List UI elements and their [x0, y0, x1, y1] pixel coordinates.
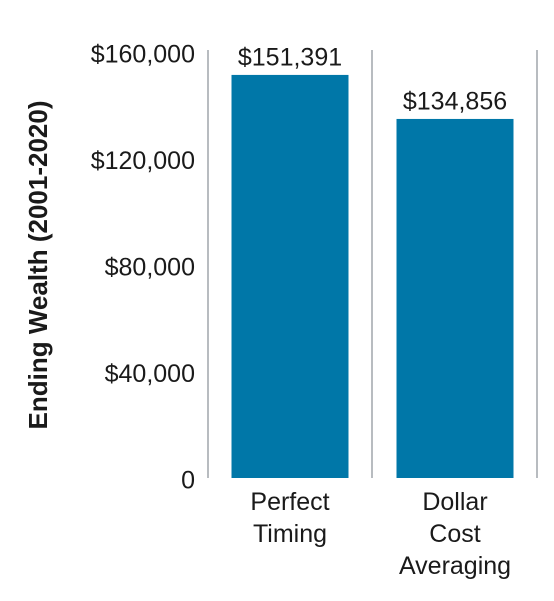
- y-tick-label: $80,000: [105, 254, 195, 282]
- y-axis-title: Ending Wealth (2001-2020): [23, 101, 53, 430]
- y-tick-label: $40,000: [105, 360, 195, 388]
- bar: [396, 118, 514, 479]
- y-tick-label: $160,000: [91, 41, 195, 69]
- value-label: $134,856: [403, 88, 507, 116]
- x-tick-label: Dollar Cost Averaging: [398, 488, 512, 580]
- y-tick-label: 0: [181, 467, 195, 495]
- y-tick-label: $120,000: [91, 147, 195, 175]
- value-label: $151,391: [238, 44, 342, 72]
- x-tick-label: Perfect Timing: [250, 488, 330, 548]
- bar: [231, 74, 349, 479]
